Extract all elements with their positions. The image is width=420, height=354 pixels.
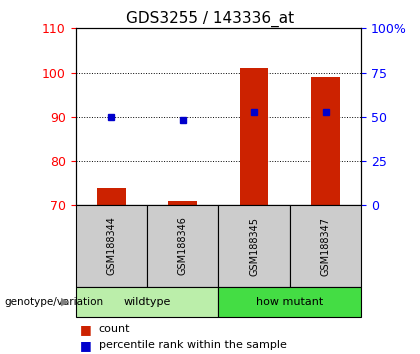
Text: percentile rank within the sample: percentile rank within the sample [99, 340, 286, 350]
Text: ■: ■ [80, 339, 92, 352]
Text: GSM188346: GSM188346 [178, 217, 188, 275]
Text: GSM188344: GSM188344 [106, 217, 116, 275]
Text: how mutant: how mutant [256, 297, 323, 307]
Bar [147, 205, 218, 287]
Text: ■: ■ [80, 323, 92, 336]
Text: GSM188347: GSM188347 [320, 217, 331, 275]
Text: genotype/variation: genotype/variation [4, 297, 103, 307]
Bar [290, 205, 361, 287]
Text: GDS3255 / 143336_at: GDS3255 / 143336_at [126, 11, 294, 27]
Bar [218, 205, 290, 287]
Text: ▶: ▶ [61, 297, 69, 307]
Text: GSM188345: GSM188345 [249, 217, 259, 275]
Bar [76, 287, 218, 317]
Bar [240, 68, 268, 205]
Bar [168, 201, 197, 205]
Bar [218, 287, 361, 317]
Bar [97, 188, 126, 205]
Bar [76, 205, 147, 287]
Bar [311, 77, 340, 205]
Text: wildtype: wildtype [123, 297, 171, 307]
Text: count: count [99, 324, 130, 334]
